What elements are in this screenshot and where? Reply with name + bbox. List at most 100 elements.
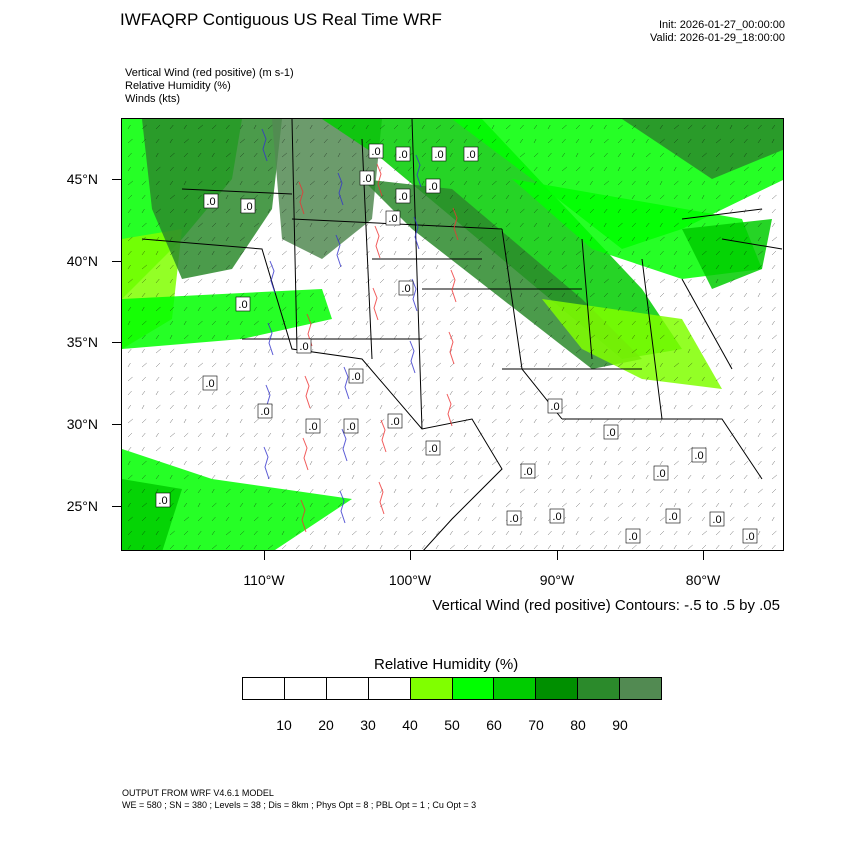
wind-barb: [267, 306, 274, 312]
wind-barb: [715, 376, 722, 382]
wind-barb: [617, 222, 623, 228]
wind-barb: [323, 404, 330, 410]
wind-barb: [575, 292, 579, 298]
wind-barb: [743, 348, 747, 354]
wind-barb: [631, 404, 637, 410]
wind-barb: [491, 306, 495, 312]
wind-barb: [393, 404, 399, 410]
wind-barb: [225, 334, 229, 340]
wind-barb: [589, 250, 595, 256]
wind-barb: [771, 278, 775, 284]
wind-barb: [631, 124, 637, 130]
wind-barb: [365, 264, 369, 270]
wind-barb: [505, 180, 511, 186]
contour-marker-box: [547, 398, 563, 414]
wind-barb: [337, 530, 341, 536]
wind-barb: [169, 306, 175, 312]
legend-tick: 30: [360, 717, 376, 733]
wind-barb: [169, 404, 174, 410]
contour-marker-box: [203, 193, 219, 209]
wind-barb: [771, 306, 776, 312]
wind-barb: [561, 544, 565, 550]
wind-barb: [603, 152, 608, 158]
wind-barb: [169, 236, 173, 242]
wind-barb: [253, 460, 260, 466]
wind-barb: [715, 292, 721, 298]
wind-barb: [379, 166, 383, 172]
wind-barb: [687, 264, 693, 270]
wind-barb: [295, 516, 299, 522]
wind-barb: [673, 236, 679, 242]
wind-barb: [337, 264, 343, 270]
wind-barb: [463, 376, 467, 382]
wind-barb: [729, 530, 734, 536]
wind-barb: [127, 236, 133, 242]
wind-barb: [533, 278, 537, 284]
wind-barb: [645, 320, 650, 326]
lat-label-40: 40°N: [66, 253, 98, 269]
wind-barb: [253, 292, 258, 298]
wind-barb: [645, 488, 651, 494]
wind-barb: [379, 250, 384, 256]
wind-barb: [197, 376, 203, 382]
wind-barb: [449, 474, 454, 480]
wind-barb: [561, 502, 567, 508]
wind-barb: [575, 488, 582, 494]
wind-barb: [505, 348, 509, 354]
wind-barb: [617, 474, 622, 480]
wind-barb: [659, 180, 663, 186]
wind-barb: [701, 516, 706, 522]
wind-barb: [519, 446, 525, 452]
wind-barb: [309, 516, 315, 522]
wind-barb: [337, 166, 343, 172]
wind-barb: [253, 320, 259, 326]
wind-barb: [771, 404, 776, 410]
wind-barb: [169, 488, 175, 494]
wind-barb: [449, 138, 454, 144]
wind-barb: [253, 404, 257, 410]
wind-barb: [127, 474, 133, 480]
wind-barb: [421, 390, 427, 396]
wind-barb: [589, 530, 595, 536]
wind-barb: [491, 124, 495, 130]
wind-barb: [421, 152, 427, 158]
wind-barb: [631, 432, 635, 438]
chart-title: IWFAQRP Contiguous US Real Time WRF: [120, 10, 442, 29]
wind-barb: [589, 418, 593, 424]
wind-barb: [281, 488, 287, 494]
wind-barb: [631, 264, 637, 270]
wind-barb: [519, 320, 524, 326]
wind-barb: [253, 418, 259, 424]
wind-barb: [267, 236, 272, 242]
wind-barb: [309, 544, 314, 550]
wind-barb: [575, 474, 580, 480]
wind-barb: [183, 152, 189, 158]
rh-region: [682, 219, 772, 289]
wind-barb: [505, 404, 511, 410]
wind-barb: [463, 362, 468, 368]
wind-barb: [533, 194, 539, 200]
wind-barb: [435, 306, 439, 312]
wind-barb: [533, 124, 538, 130]
lat-label-25: 25°N: [66, 498, 98, 514]
wind-barb: [127, 194, 133, 200]
wind-barb: [197, 236, 203, 242]
wind-barb: [659, 236, 665, 242]
wind-barb: [491, 236, 497, 242]
wind-barb: [211, 264, 217, 270]
wind-barb: [645, 124, 650, 130]
wind-barb: [211, 292, 215, 298]
wind-barb: [323, 516, 329, 522]
wind-barb: [253, 544, 257, 550]
wind-barb: [743, 292, 748, 298]
wind-barb: [729, 166, 733, 172]
wind-barb: [673, 418, 679, 424]
wind-barb: [561, 306, 565, 312]
wind-barb: [715, 138, 722, 144]
wind-barb: [659, 166, 664, 172]
contour-marker-box: [385, 210, 401, 226]
wind-barb: [155, 404, 161, 410]
wind-barb: [295, 152, 301, 158]
wind-barb: [757, 348, 763, 354]
wind-barb: [225, 292, 232, 298]
